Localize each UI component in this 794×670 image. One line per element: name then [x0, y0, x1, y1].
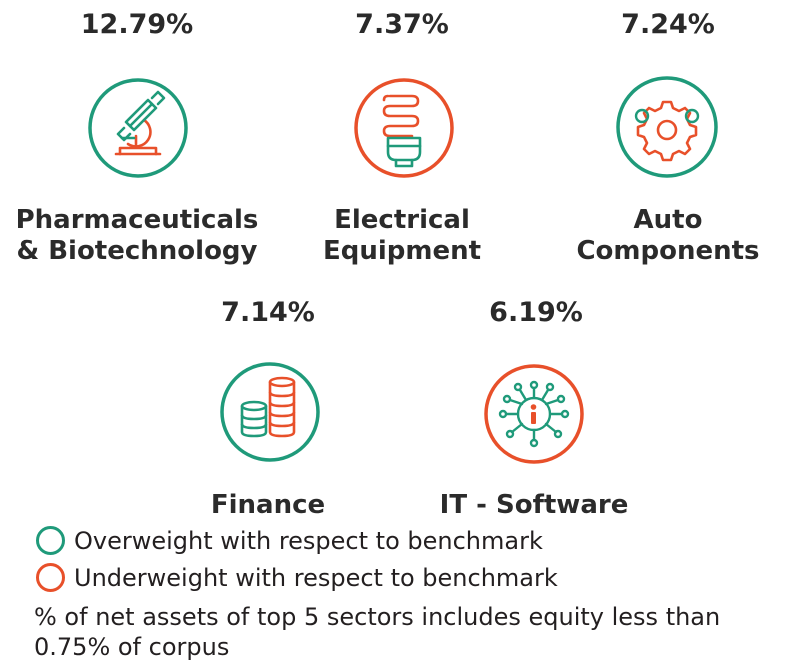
sector-name-line2: & Biotechnology: [16, 236, 258, 266]
light-bulb-icon: [354, 78, 454, 178]
sector-percent: 7.14%: [221, 297, 315, 328]
legend-label: Underweight with respect to benchmark: [74, 563, 558, 592]
sector-name: IT - Software: [439, 490, 629, 520]
overweight-circle-icon: [36, 526, 65, 555]
chip-icon: [484, 364, 584, 464]
legend-label: Overweight with respect to benchmark: [74, 526, 543, 555]
coin-stacks-icon: [220, 362, 320, 462]
sector-percent: 6.19%: [489, 297, 583, 328]
legend-underweight: Underweight with respect to benchmark: [36, 563, 558, 592]
sector-name: Auto Components: [568, 205, 768, 267]
sector-name: Electrical Equipment: [302, 205, 502, 267]
sector-name-line1: Pharmaceuticals: [15, 205, 259, 235]
microscope-icon: [88, 78, 188, 178]
footnote: % of net assets of top 5 sectors include…: [34, 603, 721, 661]
sector-percent: 7.24%: [621, 9, 715, 40]
sector-percent: 7.37%: [355, 9, 449, 40]
gears-icon: [616, 76, 718, 178]
sector-name: Finance: [210, 490, 326, 520]
underweight-circle-icon: [36, 563, 65, 592]
legend-overweight: Overweight with respect to benchmark: [36, 526, 543, 555]
sector-name-line1: Auto: [633, 205, 703, 235]
sector-percent: 12.79%: [80, 9, 194, 40]
sector-name-line2: Components: [576, 236, 760, 266]
sector-name-line1: Electrical: [334, 205, 470, 235]
sector-name: Pharmaceuticals & Biotechnology: [0, 205, 274, 267]
sector-name-line2: Equipment: [322, 236, 482, 266]
